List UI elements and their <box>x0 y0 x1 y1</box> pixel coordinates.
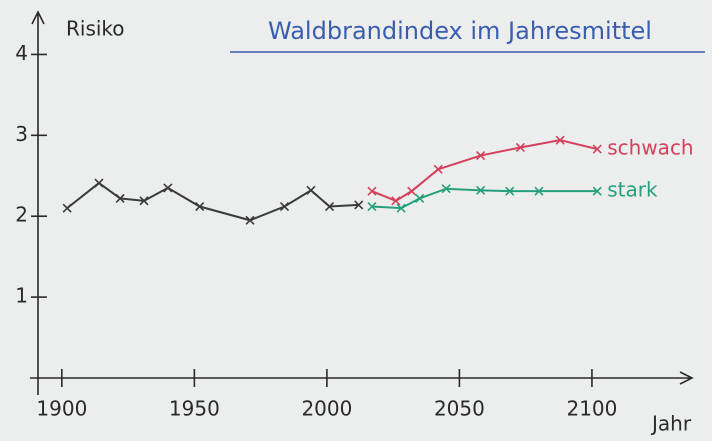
x-tick-label: 2000 <box>301 397 352 421</box>
y-tick-label: 4 <box>15 41 28 65</box>
y-tick-label: 2 <box>15 203 28 227</box>
chart-title: Waldbrandindex im Jahresmittel <box>268 17 652 45</box>
paper <box>0 0 712 441</box>
x-tick-label: 2100 <box>566 397 617 421</box>
series-label: stark <box>607 178 658 202</box>
y-tick-label: 3 <box>15 122 28 146</box>
series-label: schwach <box>607 136 693 160</box>
x-tick-label: 1950 <box>169 397 220 421</box>
y-tick-label: 1 <box>15 284 28 308</box>
y-axis-label: Risiko <box>66 17 125 41</box>
x-axis-label: Jahr <box>650 412 692 436</box>
x-tick-label: 2050 <box>434 397 485 421</box>
x-tick-label: 1900 <box>36 397 87 421</box>
page: Waldbrandindex im Jahresmittel Risiko Ja… <box>0 0 712 441</box>
chart: Waldbrandindex im Jahresmittel Risiko Ja… <box>0 0 712 441</box>
